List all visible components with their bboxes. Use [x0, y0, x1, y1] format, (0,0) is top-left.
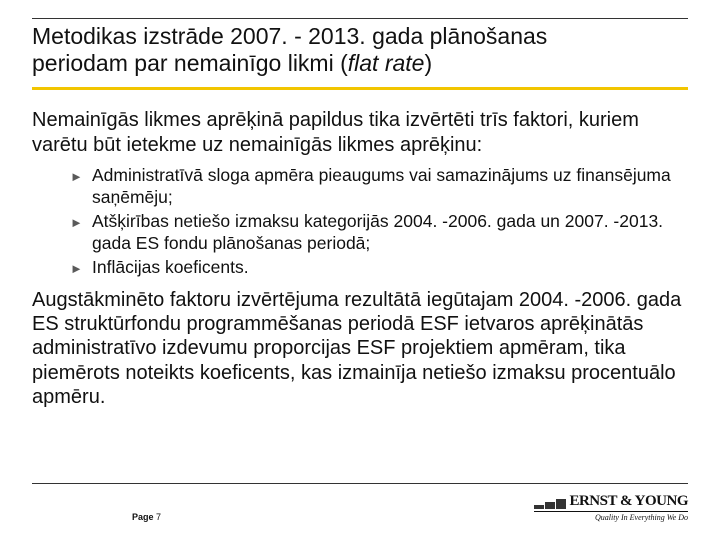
page-title: Metodikas izstrāde 2007. - 2013. gada pl… [32, 23, 688, 77]
title-block: Metodikas izstrāde 2007. - 2013. gada pl… [32, 19, 688, 85]
bullet-text: Atšķirības netiešo izmaksu kategorijās 2… [92, 211, 688, 255]
footer-row: Page 7 ERNST & YOUNG Quality In Everythi… [32, 490, 688, 522]
list-item: ► Administratīvā sloga apmēra pieaugums … [70, 165, 688, 209]
intro-paragraph: Nemainīgās likmes aprēķinā papildus tika… [32, 108, 688, 157]
title-line2-post: ) [424, 50, 432, 76]
triangle-icon: ► [70, 165, 92, 188]
bullet-text: Inflācijas koeficents. [92, 257, 249, 279]
page-number-label: Page 7 [32, 512, 161, 522]
page-number: 7 [156, 512, 161, 522]
title-line2-pre: periodam par nemainīgo likmi ( [32, 50, 348, 76]
list-item: ► Inflācijas koeficents. [70, 257, 688, 280]
title-line1: Metodikas izstrāde 2007. - 2013. gada pl… [32, 23, 547, 49]
triangle-icon: ► [70, 257, 92, 280]
conclusion-paragraph: Augstākminēto faktoru izvērtējuma rezult… [32, 288, 688, 410]
page-word: Page [132, 512, 154, 522]
footer: Page 7 ERNST & YOUNG Quality In Everythi… [0, 483, 720, 522]
logo-name: ERNST & YOUNG [569, 493, 688, 510]
ernst-young-logo: ERNST & YOUNG Quality In Everything We D… [534, 493, 688, 522]
body: Nemainīgās likmes aprēķinā papildus tika… [32, 90, 688, 409]
logo-tagline: Quality In Everything We Do [534, 511, 688, 522]
bullet-text: Administratīvā sloga apmēra pieaugums va… [92, 165, 688, 209]
bullet-list: ► Administratīvā sloga apmēra pieaugums … [70, 165, 688, 280]
title-italic: flat rate [348, 50, 425, 76]
logo-bars-icon [534, 499, 566, 510]
footer-rule [32, 483, 688, 484]
triangle-icon: ► [70, 211, 92, 234]
list-item: ► Atšķirības netiešo izmaksu kategorijās… [70, 211, 688, 255]
logo-top-row: ERNST & YOUNG [534, 493, 688, 510]
slide: Metodikas izstrāde 2007. - 2013. gada pl… [0, 0, 720, 540]
